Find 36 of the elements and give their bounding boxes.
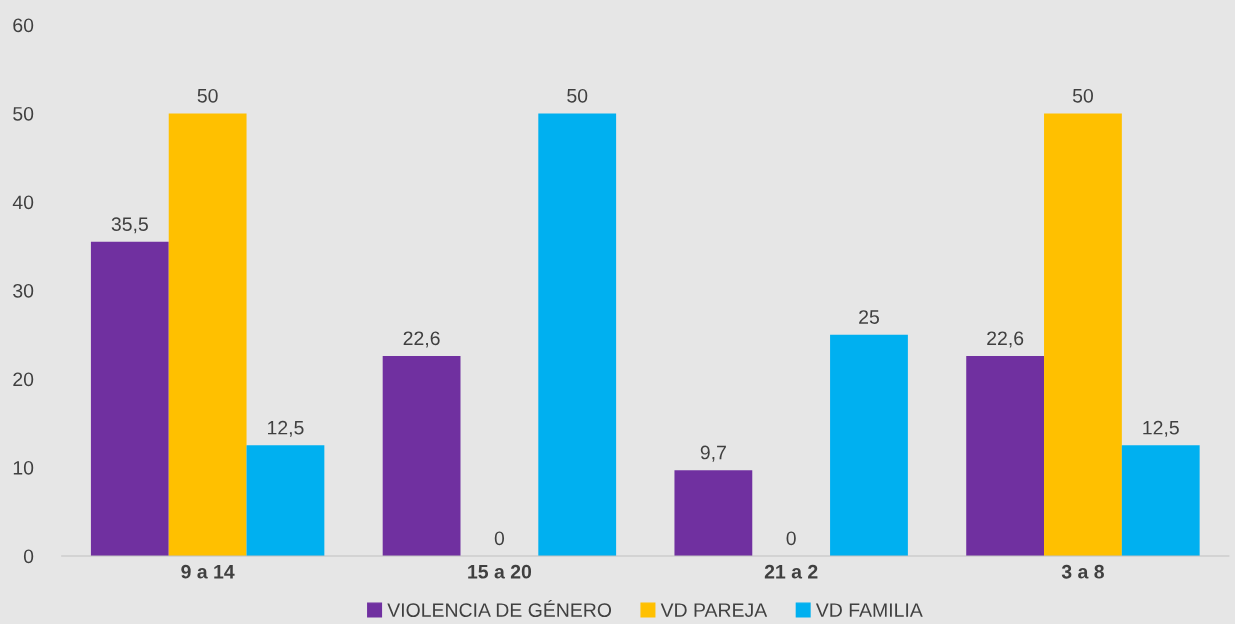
data-label: 12,5 (1143, 420, 1179, 437)
bar (1121, 445, 1200, 556)
data-label: 50 (197, 88, 218, 103)
data-label: 9,7 (700, 445, 726, 462)
data-label: 50 (1072, 88, 1093, 103)
bar (1044, 113, 1122, 556)
bar (246, 445, 325, 556)
data-label: 50 (567, 88, 588, 103)
x-tick-label: 9 a 14 (181, 564, 235, 579)
bar (168, 113, 247, 556)
bar (538, 113, 617, 556)
legend-label: VD FAMILIA (815, 603, 923, 617)
y-tick-label: 10 (13, 460, 34, 475)
bar (674, 470, 753, 556)
y-tick-label: 20 (13, 372, 34, 387)
data-label: 22,6 (403, 331, 440, 348)
legend-label: VD PAREJA (660, 603, 768, 617)
data-label: 0 (494, 531, 505, 546)
bar (966, 355, 1045, 556)
bar (830, 334, 908, 556)
bar (382, 355, 461, 556)
legend-label: VIOLENCIA DE GÉNERO (387, 599, 612, 617)
y-tick-label: 50 (13, 106, 34, 121)
bar (90, 241, 169, 556)
data-label: 22,6 (987, 331, 1024, 348)
data-label: 12,5 (268, 420, 304, 437)
x-tick-label: 15 a 20 (468, 564, 532, 579)
data-label: 35,5 (111, 217, 148, 234)
y-tick-label: 40 (12, 195, 34, 210)
x-tick-label: 3 a 8 (1061, 564, 1104, 579)
data-label: 25 (859, 310, 879, 324)
data-label: 0 (786, 531, 796, 546)
y-tick-label: 60 (13, 18, 34, 33)
x-tick-label: 21 a 2 (764, 564, 818, 579)
y-tick-label: 0 (23, 549, 34, 564)
y-tick-label: 30 (13, 283, 34, 298)
